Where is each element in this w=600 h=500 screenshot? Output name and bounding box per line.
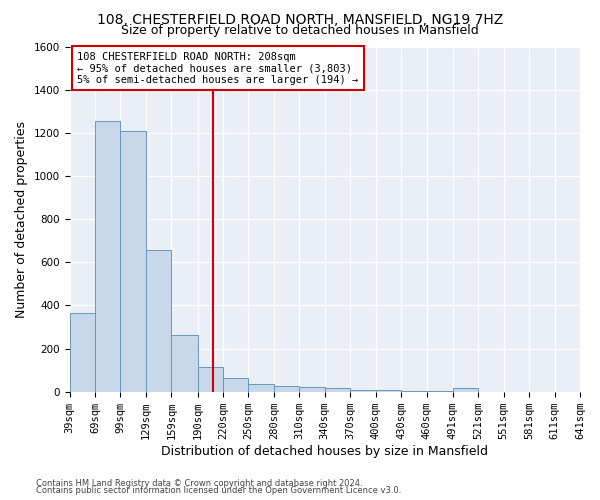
Text: 108 CHESTERFIELD ROAD NORTH: 208sqm
← 95% of detached houses are smaller (3,803): 108 CHESTERFIELD ROAD NORTH: 208sqm ← 95… bbox=[77, 52, 358, 85]
Bar bbox=[223, 378, 248, 392]
Bar bbox=[197, 367, 223, 392]
Text: Contains public sector information licensed under the Open Government Licence v3: Contains public sector information licen… bbox=[36, 486, 401, 495]
Bar bbox=[376, 390, 401, 392]
Text: Size of property relative to detached houses in Mansfield: Size of property relative to detached ho… bbox=[121, 24, 479, 37]
Bar bbox=[248, 384, 274, 392]
Bar bbox=[274, 386, 299, 392]
Bar bbox=[146, 250, 171, 392]
Bar bbox=[325, 388, 350, 392]
Text: Contains HM Land Registry data © Crown copyright and database right 2024.: Contains HM Land Registry data © Crown c… bbox=[36, 478, 362, 488]
Bar bbox=[401, 390, 427, 392]
Bar bbox=[453, 388, 478, 392]
Bar bbox=[171, 334, 197, 392]
Bar bbox=[299, 388, 325, 392]
Bar bbox=[70, 313, 95, 392]
X-axis label: Distribution of detached houses by size in Mansfield: Distribution of detached houses by size … bbox=[161, 444, 488, 458]
Text: 108, CHESTERFIELD ROAD NORTH, MANSFIELD, NG19 7HZ: 108, CHESTERFIELD ROAD NORTH, MANSFIELD,… bbox=[97, 12, 503, 26]
Y-axis label: Number of detached properties: Number of detached properties bbox=[15, 120, 28, 318]
Bar bbox=[427, 390, 453, 392]
Bar bbox=[121, 130, 146, 392]
Bar bbox=[95, 121, 121, 392]
Bar bbox=[350, 390, 376, 392]
